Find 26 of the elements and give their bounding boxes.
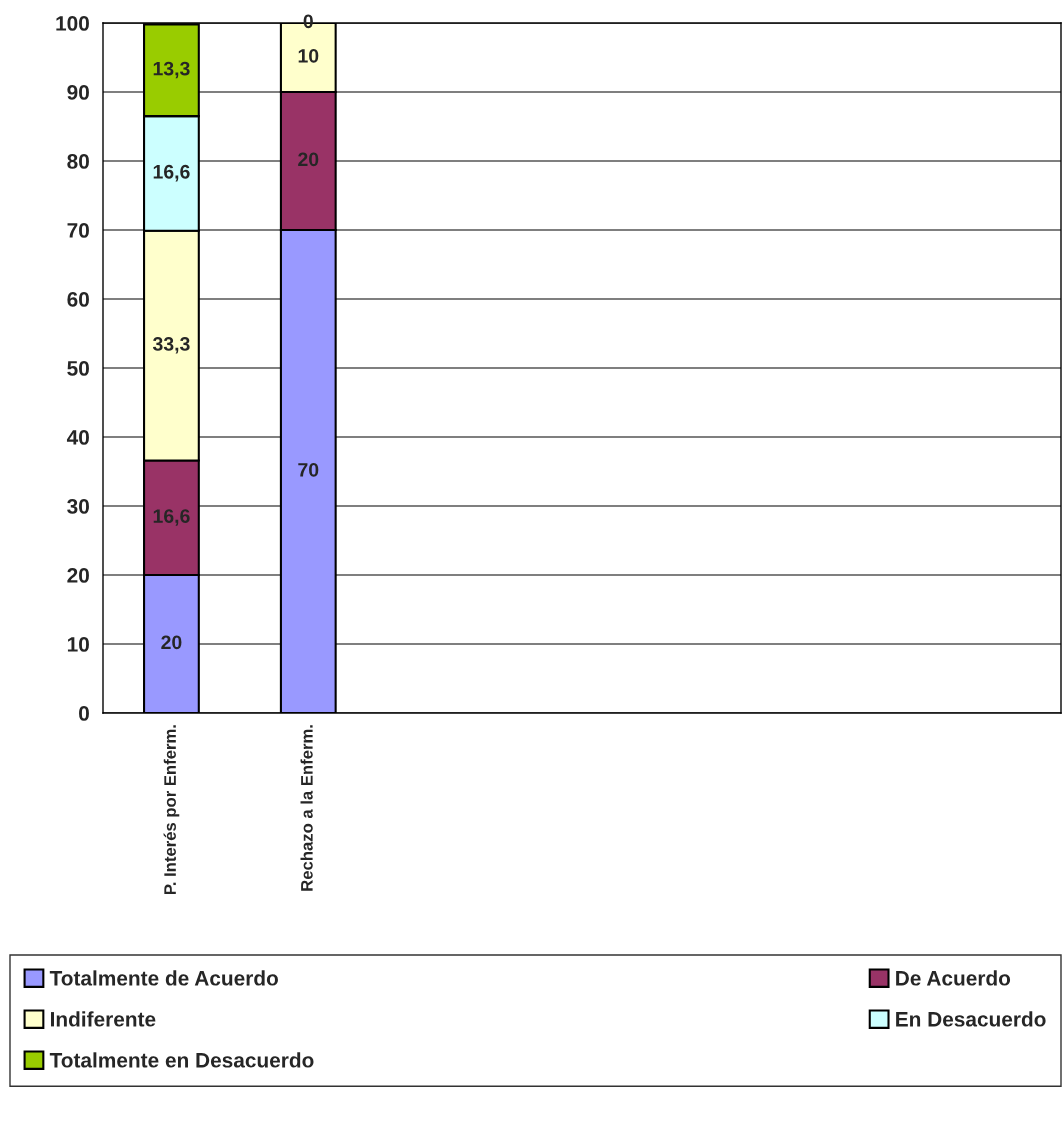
- y-tick-label: 50: [67, 361, 89, 376]
- y-tick-label: 60: [67, 292, 89, 307]
- data-label: 13,3: [153, 61, 190, 79]
- y-tick-label: 20: [67, 568, 89, 583]
- y-tick-label: 90: [67, 85, 89, 100]
- legend-label: Totalmente en Desacuerdo: [49, 1052, 314, 1068]
- y-tick-label: 30: [67, 499, 89, 514]
- data-label: 70: [298, 462, 319, 477]
- y-tick-label: 10: [67, 637, 89, 652]
- data-label: 16,6: [153, 164, 190, 182]
- legend-label: De Acuerdo: [896, 970, 1011, 986]
- data-label: 33,3: [152, 337, 190, 354]
- data-label: 10: [298, 48, 319, 63]
- legend-label: Totalmente de Acuerdo: [49, 970, 278, 986]
- legend-label: Indiferente: [50, 1011, 156, 1027]
- data-label: 20: [298, 152, 319, 167]
- data-label: 20: [161, 635, 182, 650]
- x-tick-label: P. Interés por Enferm.: [163, 725, 180, 895]
- data-label: 16,6: [153, 509, 190, 526]
- y-tick-label: 100: [56, 16, 89, 31]
- y-tick-label: 0: [79, 706, 89, 721]
- y-tick-label: 80: [67, 154, 89, 169]
- y-tick-label: 70: [67, 223, 89, 238]
- x-tick-label: Rechazo a la Enferm.: [300, 725, 313, 891]
- legend-label: En Desacuerdo: [896, 1011, 1046, 1027]
- y-tick-label: 40: [66, 430, 89, 445]
